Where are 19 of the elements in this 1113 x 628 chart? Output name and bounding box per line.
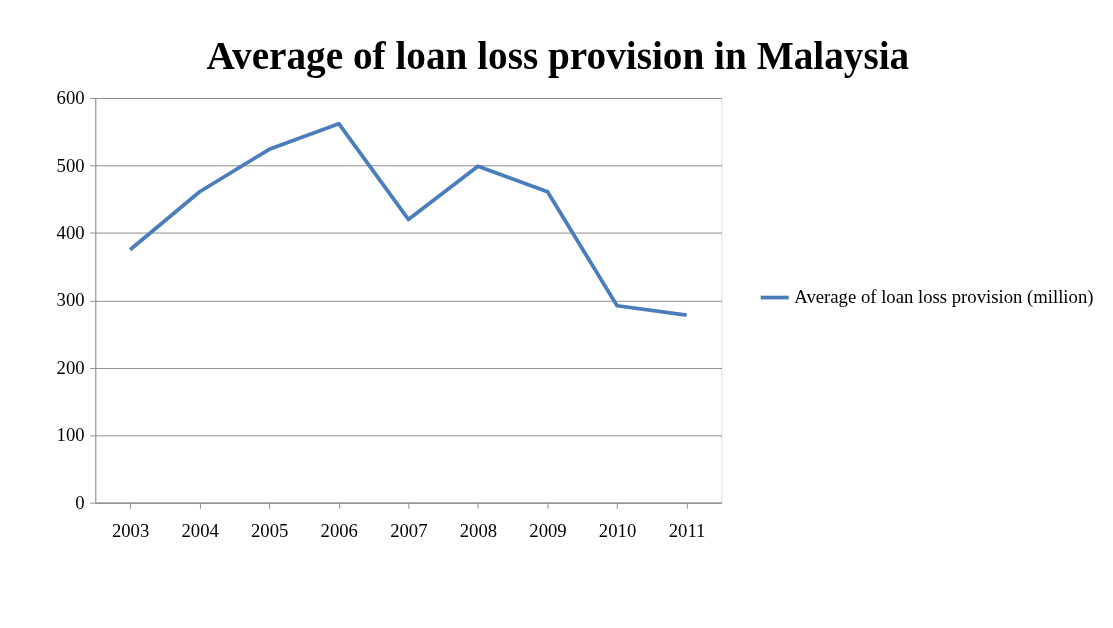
x-tick-label: 2007 [390,519,428,541]
x-tick-label: 2008 [459,519,498,541]
y-tick-label: 0 [75,491,85,513]
x-tick-label: 2010 [598,519,637,541]
x-tick-label: 2011 [668,519,706,541]
y-tick-label: 100 [56,424,85,446]
x-tick-label: 2003 [111,519,150,541]
line-series [128,121,689,318]
x-tick-label: 2004 [181,519,220,541]
y-tick-label: 600 [56,87,85,109]
x-tick-label: 2009 [529,519,567,541]
y-tick-label: 300 [56,289,85,311]
legend-label: Average of loan loss provision (million) [794,286,1094,309]
chart-title: Average of loan loss provision in Malaysia [206,34,910,79]
x-tick-label: 2005 [251,519,289,541]
y-tick-label: 400 [56,221,85,243]
y-tick-label: 500 [56,154,85,176]
x-tick-label: 2006 [320,519,358,541]
y-tick-label: 200 [56,356,85,378]
